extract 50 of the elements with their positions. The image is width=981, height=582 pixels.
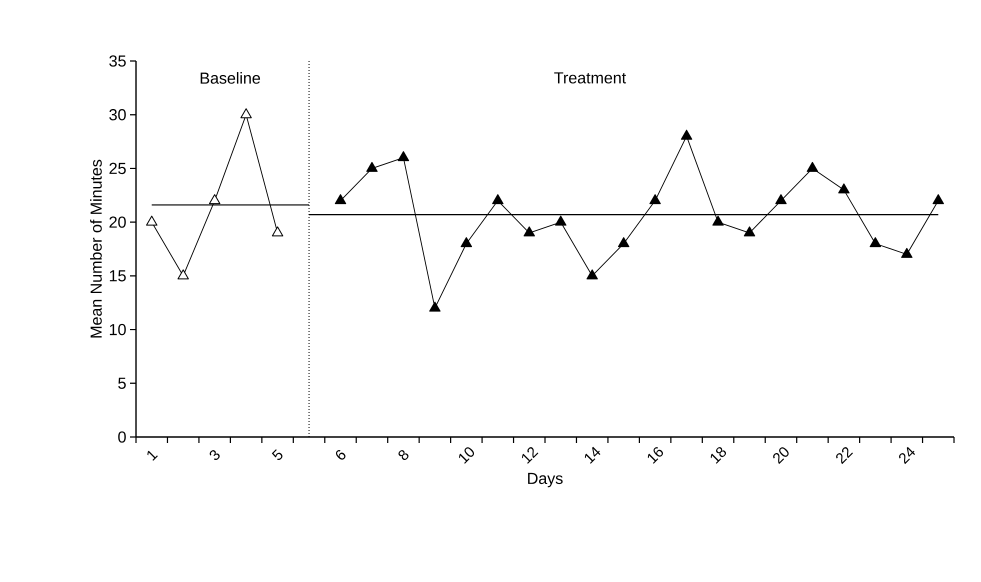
y-tick-label: 25 — [109, 162, 126, 174]
point — [744, 226, 756, 236]
point — [366, 162, 378, 172]
y-tick-label: 35 — [109, 55, 126, 67]
y-tick-label: 15 — [110, 270, 126, 282]
point — [178, 269, 189, 280]
x-tick-label: 24 — [899, 446, 916, 464]
annotation: Baseline — [200, 72, 260, 84]
point — [901, 248, 913, 258]
x-tick-label: 22 — [836, 447, 853, 464]
y-axis-title: Mean Number of Minutes — [90, 160, 102, 338]
point — [806, 162, 818, 172]
y-tick-label: 5 — [118, 378, 126, 389]
point — [492, 194, 504, 204]
y-tick-label: 0 — [118, 431, 126, 443]
point — [524, 226, 535, 236]
x-tick-label: 10 — [459, 447, 474, 464]
point — [618, 237, 630, 248]
x-tick-label: 18 — [710, 447, 726, 464]
point — [429, 302, 441, 312]
point — [586, 269, 598, 280]
y-tick-label: 30 — [109, 109, 126, 120]
x-tick-label: 6 — [336, 450, 346, 460]
point — [680, 130, 692, 140]
x-tick-label: 16 — [648, 447, 664, 464]
point — [240, 108, 252, 118]
point — [712, 216, 724, 226]
point — [272, 226, 284, 236]
point — [555, 216, 566, 226]
y-tick-label: 10 — [110, 324, 126, 336]
point — [932, 194, 944, 204]
point — [398, 151, 410, 162]
point — [460, 237, 472, 248]
x-axis-title: Days — [528, 472, 563, 488]
annotation: Treatment — [554, 72, 626, 84]
y-tick-label: 20 — [109, 216, 126, 228]
point — [334, 194, 346, 204]
x-tick-label: 12 — [522, 447, 538, 464]
point — [775, 194, 787, 204]
x-tick-label: 5 — [272, 449, 282, 460]
x-tick-label: 14 — [584, 446, 600, 464]
x-tick-label: 1 — [147, 450, 158, 461]
point — [838, 183, 850, 194]
x-tick-label: 3 — [210, 450, 220, 460]
x-tick-label: 8 — [398, 450, 408, 460]
point — [870, 237, 882, 248]
point — [208, 194, 220, 204]
point — [146, 216, 158, 226]
x-tick-label: 20 — [773, 447, 789, 464]
point — [649, 194, 661, 204]
